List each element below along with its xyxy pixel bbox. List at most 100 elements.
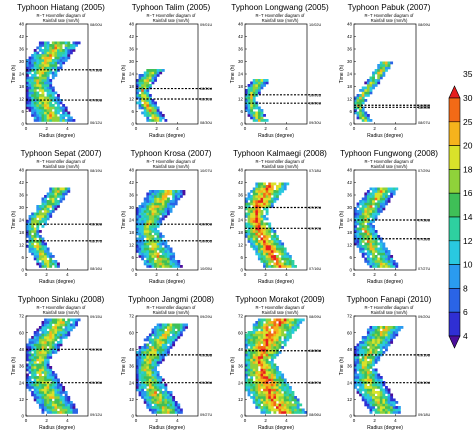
rainfall-cell <box>385 260 388 263</box>
rainfall-cell <box>57 265 60 268</box>
rainfall-cell <box>364 368 368 372</box>
rainfall-cell <box>159 333 163 337</box>
rainfall-cell <box>382 408 386 412</box>
rainfall-cell <box>64 49 68 52</box>
rainfall-cell <box>49 215 53 218</box>
rainfall-cell <box>33 111 37 115</box>
rainfall-cell <box>44 210 47 213</box>
rainfall-cell <box>255 363 259 367</box>
rainfall-cell <box>164 351 168 354</box>
rainfall-cell <box>278 257 282 261</box>
rainfall-cell <box>276 376 279 379</box>
rainfall-cell <box>138 356 142 359</box>
rainfall-cell <box>247 232 251 236</box>
rainfall-cell <box>283 250 287 253</box>
rainfall-cell <box>369 210 373 213</box>
y-tick-label: 18 <box>19 84 25 89</box>
rainfall-cell <box>36 371 40 374</box>
rainfall-cell <box>41 96 45 100</box>
rainfall-cell <box>31 114 35 117</box>
rainfall-cell <box>161 210 165 213</box>
rainfall-cell <box>369 235 373 238</box>
rainfall-cell <box>159 386 163 389</box>
rainfall-cell <box>138 235 142 238</box>
rainfall-cell <box>276 260 279 263</box>
rainfall-cell <box>54 61 58 65</box>
rainfall-cell <box>31 240 35 243</box>
rainfall-cell <box>44 56 47 60</box>
rainfall-cell <box>364 257 368 261</box>
rainfall-cell <box>247 96 251 100</box>
x-tick-label: 0 <box>244 418 247 423</box>
rainfall-cell <box>356 220 360 223</box>
y-tick-label: 12 <box>347 243 353 248</box>
rainfall-cell <box>136 363 139 367</box>
rainfall-cell <box>33 381 37 384</box>
rainfall-cell <box>167 401 170 404</box>
rainfall-cell <box>148 84 152 87</box>
rainfall-cell <box>31 59 35 62</box>
rainfall-cell <box>54 59 58 62</box>
y-tick-label: 6 <box>131 109 134 114</box>
rainfall-cell <box>366 348 370 352</box>
rainfall-cell <box>154 338 157 342</box>
y-tick-label: 30 <box>129 59 135 64</box>
rainfall-cell <box>51 408 55 412</box>
rainfall-cell <box>159 205 163 208</box>
rainfall-cell <box>379 76 383 80</box>
rainfall-cell <box>374 210 378 213</box>
rainfall-cell <box>255 242 259 246</box>
time-label: 10/06U <box>200 239 213 243</box>
rainfall-cell <box>62 197 66 201</box>
y-tick-label: 36 <box>238 364 244 369</box>
rainfall-cell <box>41 54 45 57</box>
rainfall-cell <box>354 348 357 352</box>
rainfall-cell <box>146 89 150 92</box>
colorbar-segment <box>448 169 461 194</box>
rainfall-cell <box>263 366 266 369</box>
rainfall-cell <box>354 230 357 233</box>
rainfall-cell <box>273 341 277 344</box>
rainfall-cell <box>148 111 152 115</box>
rainfall-cell <box>260 333 264 337</box>
rainfall-cell <box>387 326 391 329</box>
rainfall-cell <box>156 363 160 367</box>
rainfall-cell <box>33 212 37 216</box>
rainfall-cell <box>364 217 368 221</box>
rainfall-cell <box>354 242 357 246</box>
rainfall-cell <box>151 69 155 72</box>
rainfall-cell <box>46 376 50 379</box>
rainfall-cell <box>44 215 47 218</box>
rainfall-cell <box>59 408 63 412</box>
rainfall-cell <box>141 376 145 379</box>
rainfall-cell <box>57 262 60 266</box>
rainfall-cell <box>44 321 47 324</box>
rainfall-cell <box>255 366 259 369</box>
rainfall-cell <box>296 401 300 404</box>
rainfall-cell <box>151 255 155 258</box>
colorbar-tick-label: 20 <box>463 141 473 151</box>
rainfall-cell <box>151 79 155 82</box>
rainfall-cell <box>38 245 42 248</box>
rainfall-cell <box>361 210 365 213</box>
rainfall-cell <box>141 89 145 92</box>
rainfall-cell <box>33 61 37 65</box>
rainfall-cell <box>36 328 40 332</box>
rainfall-cell <box>33 49 37 52</box>
rainfall-cell <box>382 331 386 334</box>
rainfall-cell <box>41 86 45 90</box>
y-tick-label: 18 <box>238 84 244 89</box>
rainfall-cell <box>276 398 279 402</box>
rainfall-cell <box>44 358 47 362</box>
rainfall-cell <box>26 220 29 223</box>
rainfall-cell <box>296 321 300 324</box>
rainfall-cell <box>49 86 53 90</box>
rainfall-cell <box>387 252 391 256</box>
rainfall-cell <box>369 86 373 90</box>
rainfall-cell <box>172 331 176 334</box>
rainfall-cell <box>151 202 155 206</box>
rainfall-cell <box>294 265 297 268</box>
rainfall-cell <box>36 59 40 62</box>
rainfall-cell <box>59 326 63 329</box>
rainfall-cell <box>156 230 160 233</box>
